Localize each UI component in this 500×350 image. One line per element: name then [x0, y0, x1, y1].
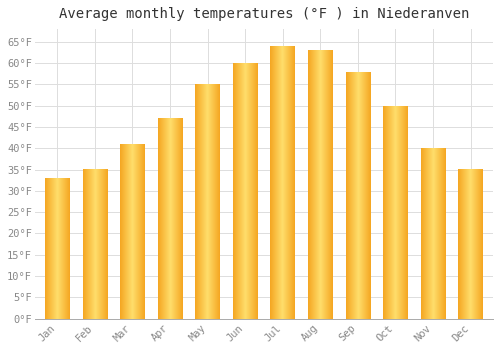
Title: Average monthly temperatures (°F ) in Niederanven: Average monthly temperatures (°F ) in Ni… — [58, 7, 469, 21]
